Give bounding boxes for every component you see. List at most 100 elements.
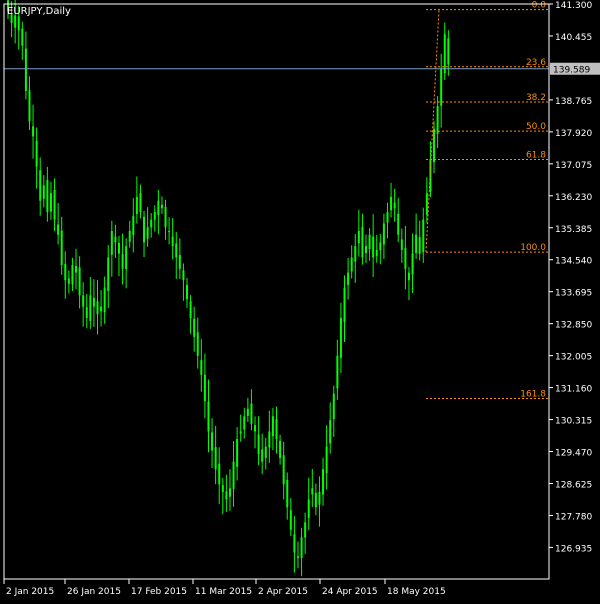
price-tick-label: 131.160 bbox=[555, 385, 592, 395]
price-tick-label: 138.765 bbox=[555, 97, 592, 107]
candle-body bbox=[382, 223, 385, 245]
candle-body bbox=[211, 432, 214, 451]
candle-body bbox=[357, 230, 360, 244]
fib-level-label: 100.0 bbox=[520, 243, 546, 253]
time-axis[interactable]: 2 Jan 2015 26 Jan 2015 17 Feb 2015 11 Mar 2… bbox=[3, 579, 446, 597]
candle-body bbox=[415, 234, 418, 253]
candle-body bbox=[397, 213, 400, 235]
candle-body bbox=[28, 90, 31, 122]
candle-body bbox=[443, 34, 446, 73]
candle-body bbox=[279, 440, 282, 458]
fib-level-label: 23.6 bbox=[526, 58, 546, 68]
candle-body bbox=[332, 393, 335, 420]
candle-body bbox=[368, 234, 371, 250]
candle-body bbox=[257, 434, 260, 455]
candle-body bbox=[407, 272, 410, 281]
candle-body bbox=[218, 463, 221, 485]
candle-body bbox=[325, 446, 328, 474]
candle-body bbox=[304, 522, 307, 538]
candle-body bbox=[139, 193, 142, 213]
candle-body bbox=[164, 206, 167, 228]
candle-body bbox=[178, 254, 181, 269]
candle-body bbox=[246, 408, 249, 417]
candle-body bbox=[318, 491, 321, 505]
candle-body bbox=[440, 68, 443, 106]
candle-body bbox=[214, 447, 217, 470]
fib-trendline bbox=[425, 9, 440, 253]
candle-body bbox=[85, 307, 88, 318]
candle-body bbox=[250, 403, 253, 424]
candle-body bbox=[153, 212, 156, 220]
candle-body bbox=[361, 226, 364, 258]
candle-body bbox=[24, 48, 27, 92]
candle-body bbox=[143, 216, 146, 243]
candle-body bbox=[350, 257, 353, 272]
candle-body bbox=[157, 200, 160, 216]
candle-body bbox=[71, 265, 74, 285]
candle-body bbox=[300, 537, 303, 559]
price-tick-label: 133.695 bbox=[555, 289, 592, 299]
price-tick-label: 132.850 bbox=[555, 321, 592, 331]
price-tick-label: 137.075 bbox=[555, 161, 592, 171]
candle-body bbox=[393, 202, 396, 209]
candle-body bbox=[32, 126, 35, 137]
fib-level-label: 161.8 bbox=[520, 390, 546, 400]
price-tick-label: 130.315 bbox=[555, 417, 592, 427]
candle-body bbox=[264, 446, 267, 458]
candle-body bbox=[175, 243, 178, 258]
candle-body bbox=[322, 469, 325, 495]
fib-level-label: 38.2 bbox=[526, 93, 546, 103]
candle-body bbox=[314, 492, 317, 508]
candle-body bbox=[14, 15, 17, 28]
candle-body bbox=[100, 306, 103, 312]
candle-body bbox=[78, 267, 81, 296]
candle-body bbox=[146, 227, 149, 239]
price-tick-label: 140.455 bbox=[555, 33, 592, 43]
candle-body bbox=[114, 236, 117, 243]
price-tick-label: 137.920 bbox=[555, 129, 592, 139]
candle-body bbox=[135, 196, 138, 215]
current-price-value: 139.589 bbox=[553, 66, 590, 76]
candle-body bbox=[64, 263, 67, 281]
fibonacci-layer[interactable]: 0.0 23.6 38.2 50.0 61.8 100.0 161.8 bbox=[425, 1, 548, 400]
candle-body bbox=[343, 287, 346, 323]
price-tick-label: 135.385 bbox=[555, 225, 592, 235]
candle-body bbox=[390, 196, 393, 211]
candle-body bbox=[404, 247, 407, 269]
candle-body bbox=[293, 534, 296, 553]
candle-body bbox=[17, 16, 20, 31]
time-tick-label: 24 Apr 2015 bbox=[322, 587, 378, 597]
candle-body bbox=[168, 230, 171, 232]
candle-body bbox=[311, 488, 314, 495]
candle-body bbox=[379, 242, 382, 251]
candle-body bbox=[96, 301, 99, 315]
candle-body bbox=[60, 230, 63, 266]
fib-level-label: 61.8 bbox=[526, 150, 546, 160]
candle-body bbox=[193, 318, 196, 337]
candle-body bbox=[200, 360, 203, 375]
price-tick-label: 128.625 bbox=[555, 480, 592, 490]
time-tick-label: 18 May 2015 bbox=[387, 587, 446, 597]
candle-body bbox=[186, 284, 188, 300]
candle-body bbox=[275, 419, 278, 440]
candle-body bbox=[49, 193, 52, 212]
candle-body bbox=[46, 180, 49, 213]
candles-layer bbox=[7, 0, 450, 577]
fib-level-label: 0.0 bbox=[532, 1, 547, 11]
candle-body bbox=[436, 106, 439, 134]
price-tick-label: 136.230 bbox=[555, 193, 592, 203]
candle-body bbox=[117, 242, 120, 254]
candle-body bbox=[228, 488, 231, 497]
candle-body bbox=[132, 215, 135, 235]
price-tick-label: 129.470 bbox=[555, 449, 592, 459]
time-tick-label: 2 Jan 2015 bbox=[6, 587, 54, 597]
time-tick-label: 17 Feb 2015 bbox=[131, 587, 187, 597]
candle-body bbox=[365, 246, 367, 254]
price-axis[interactable]: 141.300 140.455 138.765 137.920 137.075 136.2… bbox=[549, 1, 592, 554]
fib-level-label: 50.0 bbox=[526, 122, 546, 132]
candle-body bbox=[232, 461, 235, 489]
candle-body bbox=[372, 236, 375, 258]
